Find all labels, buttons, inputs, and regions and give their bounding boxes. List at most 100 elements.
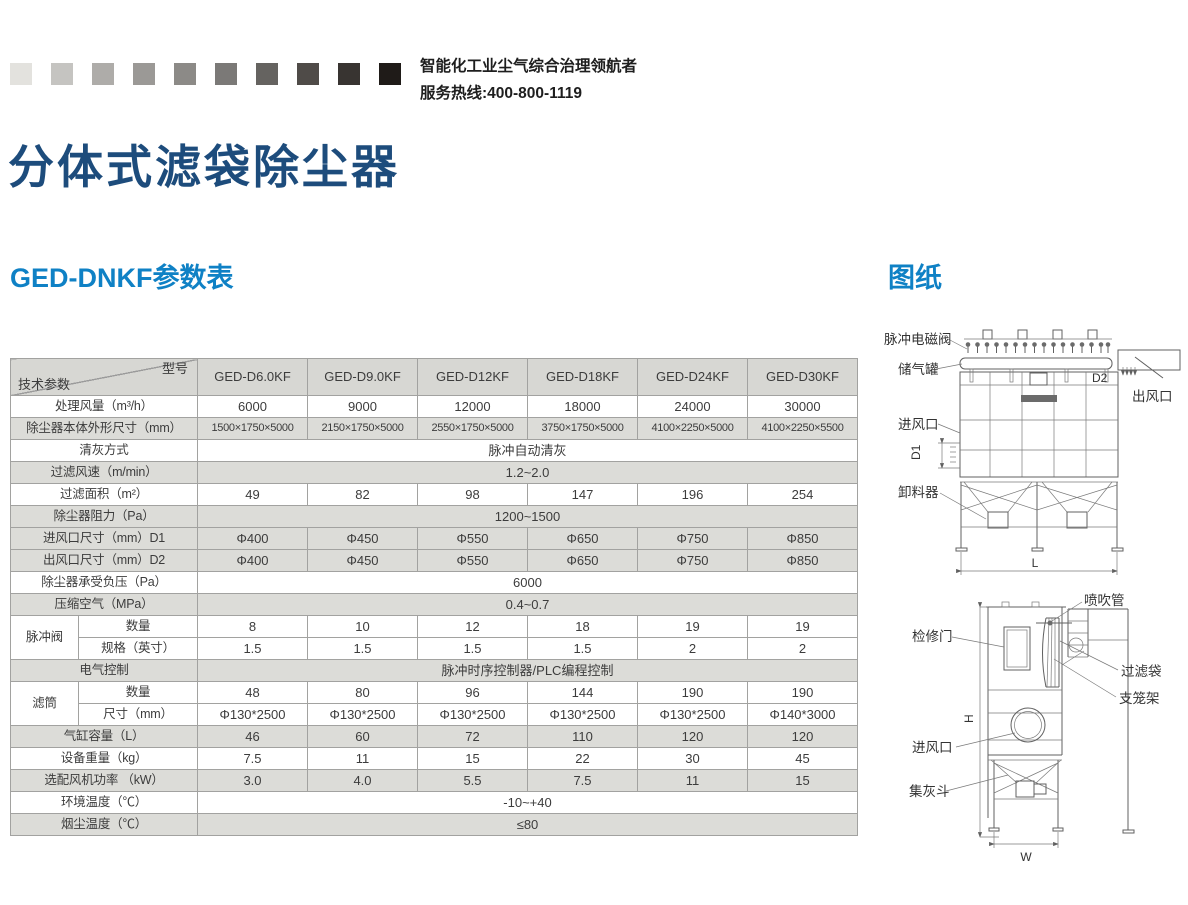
- leader-air-inlet-1: [937, 423, 961, 434]
- table-row: 清灰方式 脉冲自动清灰: [10, 439, 858, 462]
- table-row: 设备重量（kg） 7.5 11 15 22 30 45: [10, 747, 858, 770]
- label-access-door: 检修门: [912, 629, 953, 644]
- value-cell: 144: [527, 681, 638, 704]
- value-cell: Φ130*2500: [197, 703, 308, 726]
- value-cell: Φ750: [637, 549, 748, 572]
- hotline-text: 服务热线:400-800-1119: [420, 85, 582, 102]
- side-view-svg: 脉冲电磁阀 储气罐 进风口 卸料器 出风口 D2 D1 L: [884, 329, 1181, 575]
- gradient-square: [133, 63, 155, 85]
- row-label: 出风口尺寸（mm）D2: [10, 549, 198, 572]
- table-row: 进风口尺寸（mm）D1 Φ400 Φ450 Φ550 Φ650 Φ750 Φ850: [10, 527, 858, 550]
- value-cell: 196: [637, 483, 748, 506]
- value-cell: 190: [747, 681, 858, 704]
- table-row: 除尘器承受负压（Pa） 6000: [10, 571, 858, 594]
- value-cell: Φ650: [527, 549, 638, 572]
- leader-cage-frame: [1053, 658, 1117, 698]
- table-row: 烟尘温度（℃） ≤80: [10, 813, 858, 836]
- value-cell: 22: [527, 747, 638, 770]
- value-cell: Φ850: [747, 549, 858, 572]
- row-label: 除尘器阻力（Pa）: [10, 505, 198, 528]
- gradient-squares-strip: [10, 63, 420, 85]
- label-dim-w: W: [1020, 850, 1032, 864]
- column-header: GED-D9.0KF: [307, 358, 418, 396]
- tagline-text: 智能化工业尘气综合治理领航者: [420, 58, 638, 75]
- value-cell: 30000: [747, 395, 858, 418]
- label-air-outlet-1: 出风口: [1132, 389, 1173, 404]
- value-cell: 60: [307, 725, 418, 748]
- row-group-label: 滤筒: [10, 681, 79, 726]
- label-dim-d1: D1: [909, 444, 923, 460]
- value-cell: 1.5: [307, 637, 418, 660]
- value-cell: 11: [637, 769, 748, 792]
- leader-blow-pipe: [1051, 601, 1083, 622]
- span-value-cell: ≤80: [197, 813, 858, 836]
- value-cell: 2150×1750×5000: [307, 417, 418, 440]
- value-cell: Φ400: [197, 527, 308, 550]
- row-sub-label: 数量: [78, 681, 198, 704]
- corner-model-label: 型号: [161, 361, 188, 376]
- front-view-svg: 喷吹管 检修门 过滤袋 支笼架 进风口 集灰斗 H W: [909, 593, 1162, 864]
- value-cell: 3.0: [197, 769, 308, 792]
- table-row: 滤筒 数量 48 80 96 144 190 190: [10, 681, 858, 726]
- w-dimension: [989, 832, 1059, 848]
- value-cell: 1.5: [527, 637, 638, 660]
- value-cell: 8: [197, 615, 308, 638]
- value-cell: Φ400: [197, 549, 308, 572]
- gradient-square: [10, 63, 32, 85]
- row-sub-label: 规格（英寸）: [78, 637, 198, 660]
- span-value-cell: 0.4~0.7: [197, 593, 858, 616]
- label-filter-bag: 过滤袋: [1121, 664, 1162, 679]
- column-header: GED-D12KF: [417, 358, 528, 396]
- table-row: 环境温度（℃） -10~+40: [10, 791, 858, 814]
- drawing-section-title: 图纸: [888, 263, 942, 293]
- span-value-cell: 1200~1500: [197, 505, 858, 528]
- value-cell: Φ130*2500: [527, 703, 638, 726]
- value-cell: 4100×2250×5000: [637, 417, 748, 440]
- value-cell: 1500×1750×5000: [197, 417, 308, 440]
- value-cell: 98: [417, 483, 528, 506]
- leader-discharger: [939, 492, 987, 520]
- lower-support: [988, 754, 1064, 832]
- gradient-square: [379, 63, 401, 85]
- column-header: GED-D18KF: [527, 358, 638, 396]
- leader-air-inlet-2: [955, 732, 1016, 748]
- value-cell: 46: [197, 725, 308, 748]
- value-cell: 2: [637, 637, 748, 660]
- filter-bags: [1036, 617, 1072, 688]
- value-cell: 6000: [197, 395, 308, 418]
- column-header: GED-D30KF: [747, 358, 858, 396]
- page-title: 分体式滤袋除尘器: [8, 141, 400, 193]
- value-cell: Φ130*2500: [307, 703, 418, 726]
- l-dimension: [956, 552, 1118, 575]
- value-cell: 2550×1750×5000: [417, 417, 528, 440]
- value-cell: Φ750: [637, 527, 748, 550]
- label-air-inlet-2: 进风口: [912, 740, 953, 755]
- table-row: 过滤面积（m²） 49 82 98 147 196 254: [10, 483, 858, 506]
- air-tank-shape: [959, 357, 1113, 370]
- value-cell: 19: [637, 615, 748, 638]
- span-value-cell: 脉冲自动清灰: [197, 439, 858, 462]
- label-cage-frame: 支笼架: [1119, 690, 1160, 706]
- label-dim-l: L: [1032, 556, 1039, 570]
- value-cell: 48: [197, 681, 308, 704]
- row-label: 过滤面积（m²）: [10, 483, 198, 506]
- label-dim-h: H: [962, 714, 976, 723]
- leader-dust-hopper: [945, 774, 1009, 792]
- table-row: 出风口尺寸（mm）D2 Φ400 Φ450 Φ550 Φ650 Φ750 Φ850: [10, 549, 858, 572]
- inlet-circle: [1010, 707, 1046, 743]
- column-header: GED-D24KF: [637, 358, 748, 396]
- value-cell: 4.0: [307, 769, 418, 792]
- table-row: 脉冲阀 数量 8 10 12 18 19 19: [10, 615, 858, 660]
- value-cell: 4100×2250×5500: [747, 417, 858, 440]
- value-cell: 72: [417, 725, 528, 748]
- row-sub-label: 尺寸（mm）: [78, 703, 198, 726]
- value-cell: 96: [417, 681, 528, 704]
- value-cell: 30: [637, 747, 748, 770]
- row-label: 设备重量（kg）: [10, 747, 198, 770]
- gradient-square: [92, 63, 114, 85]
- value-cell: Φ650: [527, 527, 638, 550]
- corner-params-label: 技术参数: [18, 377, 71, 393]
- span-value-cell: -10~+40: [197, 791, 858, 814]
- value-cell: 18: [527, 615, 638, 638]
- span-value-cell: 脉冲时序控制器/PLC编程控制: [197, 659, 858, 682]
